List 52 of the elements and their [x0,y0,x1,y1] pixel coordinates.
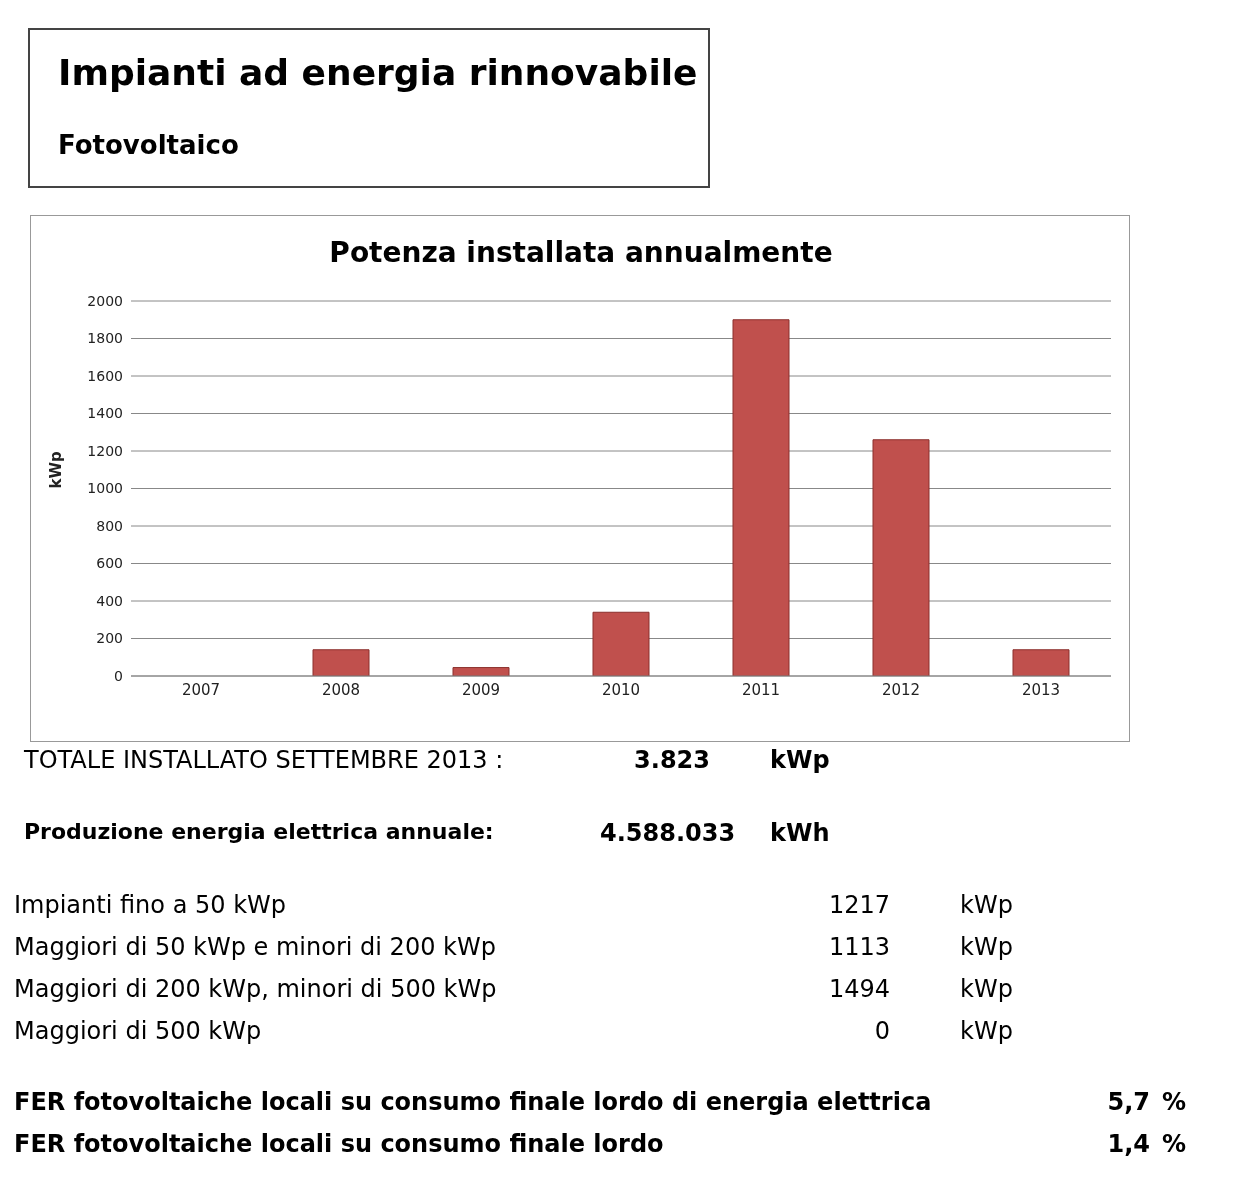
y-tick-label: 600 [96,555,123,572]
text: 4.588.033 [600,819,736,847]
bar [592,611,650,676]
x-tick-label: 2010 [601,680,641,699]
text: 3.823 [633,746,710,774]
text: FER fotovoltaiche locali su consumo finale lordo di energia elettrica [14,1088,932,1116]
text: % [1162,1088,1187,1116]
text: FER fotovoltaiche locali su consumo finale lordo [14,1130,664,1158]
y-tick-label: 1200 [87,442,123,459]
bar [1012,649,1070,676]
text: Produzione energia elettrica annuale: [24,819,494,844]
text: 1,4 [1106,1130,1150,1158]
text: 1494 [827,975,890,1003]
text: Maggiori di 500 kWp [14,1017,262,1045]
text: 1217 [827,891,890,919]
text: kWp [960,975,1013,1003]
text: Impianti fino a 50 kWp [14,891,286,919]
y-tick-label: 800 [96,517,123,534]
x-tick-label: 2009 [461,680,501,699]
x-tick-label: 2011 [741,680,781,699]
y-tick-label: 2000 [87,292,123,309]
chart-title: Potenza installata annualmente [328,236,834,269]
text: Maggiori di 200 kWp, minori di 500 kWp [14,975,497,1003]
bar [732,319,790,676]
text: kWp [770,746,830,774]
y-tick-label: 0 [114,667,123,684]
bar [312,649,370,676]
text: TOTALE INSTALLATO SETTEMBRE 2013 : [24,746,504,774]
text: kWp [960,1017,1013,1045]
text: kWh [770,819,830,847]
x-tick-label: 2007 [181,680,221,699]
x-tick-label: 2013 [1021,680,1061,699]
y-tick-label: 200 [96,630,123,647]
y-tick-label: 1000 [87,480,123,497]
x-tick-label: 2012 [881,680,921,699]
text: kWp [960,933,1013,961]
text: % [1162,1130,1187,1158]
bar [872,439,930,676]
y-axis-title: kWp [47,450,66,489]
text: 5,7 [1106,1088,1150,1116]
x-tick-label: 2008 [321,680,361,699]
text: 0 [873,1017,890,1045]
y-tick-label: 1400 [87,405,123,422]
text: Fotovoltaico [58,130,239,160]
text: kWp [960,891,1013,919]
bar [452,667,510,676]
y-tick-label: 1800 [87,330,123,347]
text: Impianti ad energia rinnovabile [58,52,698,93]
text: Maggiori di 50 kWp e minori di 200 kWp [14,933,496,961]
text: 1113 [827,933,890,961]
y-tick-label: 1600 [87,367,123,384]
y-tick-label: 400 [96,592,123,609]
